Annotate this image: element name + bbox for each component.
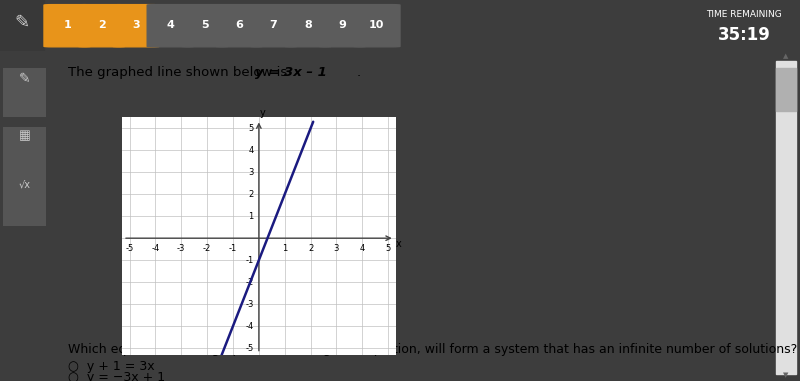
Text: 35:19: 35:19 bbox=[718, 26, 770, 44]
Text: -3: -3 bbox=[177, 244, 186, 253]
FancyBboxPatch shape bbox=[285, 5, 331, 47]
Text: ○  y + 1 = 3x: ○ y + 1 = 3x bbox=[68, 360, 154, 373]
Text: 9: 9 bbox=[338, 20, 346, 30]
Text: 6: 6 bbox=[235, 20, 243, 30]
Text: -1: -1 bbox=[229, 244, 237, 253]
Text: 2: 2 bbox=[308, 244, 314, 253]
FancyBboxPatch shape bbox=[0, 0, 44, 51]
Text: 1: 1 bbox=[63, 20, 71, 30]
Text: 7: 7 bbox=[270, 20, 278, 30]
FancyBboxPatch shape bbox=[3, 68, 46, 117]
FancyBboxPatch shape bbox=[319, 5, 366, 47]
Text: ▦: ▦ bbox=[19, 129, 30, 142]
Text: 4: 4 bbox=[166, 20, 174, 30]
FancyBboxPatch shape bbox=[182, 5, 228, 47]
Text: -4: -4 bbox=[246, 322, 254, 331]
FancyBboxPatch shape bbox=[250, 5, 297, 47]
Text: 3: 3 bbox=[334, 244, 339, 253]
Text: 3: 3 bbox=[248, 168, 254, 177]
Text: x: x bbox=[396, 239, 402, 249]
Text: 2: 2 bbox=[249, 190, 254, 199]
Text: 5: 5 bbox=[201, 20, 209, 30]
Text: ○  y = −3x + 1: ○ y = −3x + 1 bbox=[68, 371, 165, 381]
Text: -5: -5 bbox=[126, 244, 134, 253]
FancyBboxPatch shape bbox=[113, 5, 159, 47]
Bar bbox=[775, 68, 796, 111]
Text: 4: 4 bbox=[249, 146, 254, 155]
Text: 8: 8 bbox=[304, 20, 312, 30]
Text: 5: 5 bbox=[386, 244, 391, 253]
Text: Which equation, when graphed with the given equation, will form a system that ha: Which equation, when graphed with the gi… bbox=[68, 343, 797, 356]
Text: ✎: ✎ bbox=[14, 14, 29, 32]
Text: 1: 1 bbox=[249, 212, 254, 221]
Text: 5: 5 bbox=[249, 124, 254, 133]
Text: -2: -2 bbox=[246, 278, 254, 287]
Text: -1: -1 bbox=[246, 256, 254, 265]
Text: -4: -4 bbox=[151, 244, 159, 253]
Text: y = 3x – 1: y = 3x – 1 bbox=[255, 66, 327, 79]
FancyBboxPatch shape bbox=[147, 5, 194, 47]
FancyBboxPatch shape bbox=[354, 5, 400, 47]
Text: .: . bbox=[356, 66, 361, 79]
Text: -5: -5 bbox=[246, 344, 254, 352]
Text: ▼: ▼ bbox=[783, 372, 788, 378]
Text: 3: 3 bbox=[132, 20, 140, 30]
FancyBboxPatch shape bbox=[78, 5, 125, 47]
FancyBboxPatch shape bbox=[3, 127, 46, 177]
Text: 10: 10 bbox=[369, 20, 385, 30]
Text: ✎: ✎ bbox=[19, 72, 30, 86]
Text: -3: -3 bbox=[246, 299, 254, 309]
Text: -2: -2 bbox=[203, 244, 211, 253]
Text: 4: 4 bbox=[360, 244, 365, 253]
Text: 1: 1 bbox=[282, 244, 287, 253]
Bar bbox=[775, 61, 796, 375]
FancyBboxPatch shape bbox=[44, 5, 90, 47]
Text: 2: 2 bbox=[98, 20, 106, 30]
Text: y: y bbox=[260, 109, 266, 118]
FancyBboxPatch shape bbox=[3, 177, 46, 226]
Text: TIME REMAINING: TIME REMAINING bbox=[706, 10, 782, 19]
Text: The graphed line shown below is: The graphed line shown below is bbox=[68, 66, 291, 79]
Text: ▲: ▲ bbox=[783, 53, 788, 59]
FancyBboxPatch shape bbox=[216, 5, 262, 47]
Text: √x: √x bbox=[19, 180, 30, 190]
